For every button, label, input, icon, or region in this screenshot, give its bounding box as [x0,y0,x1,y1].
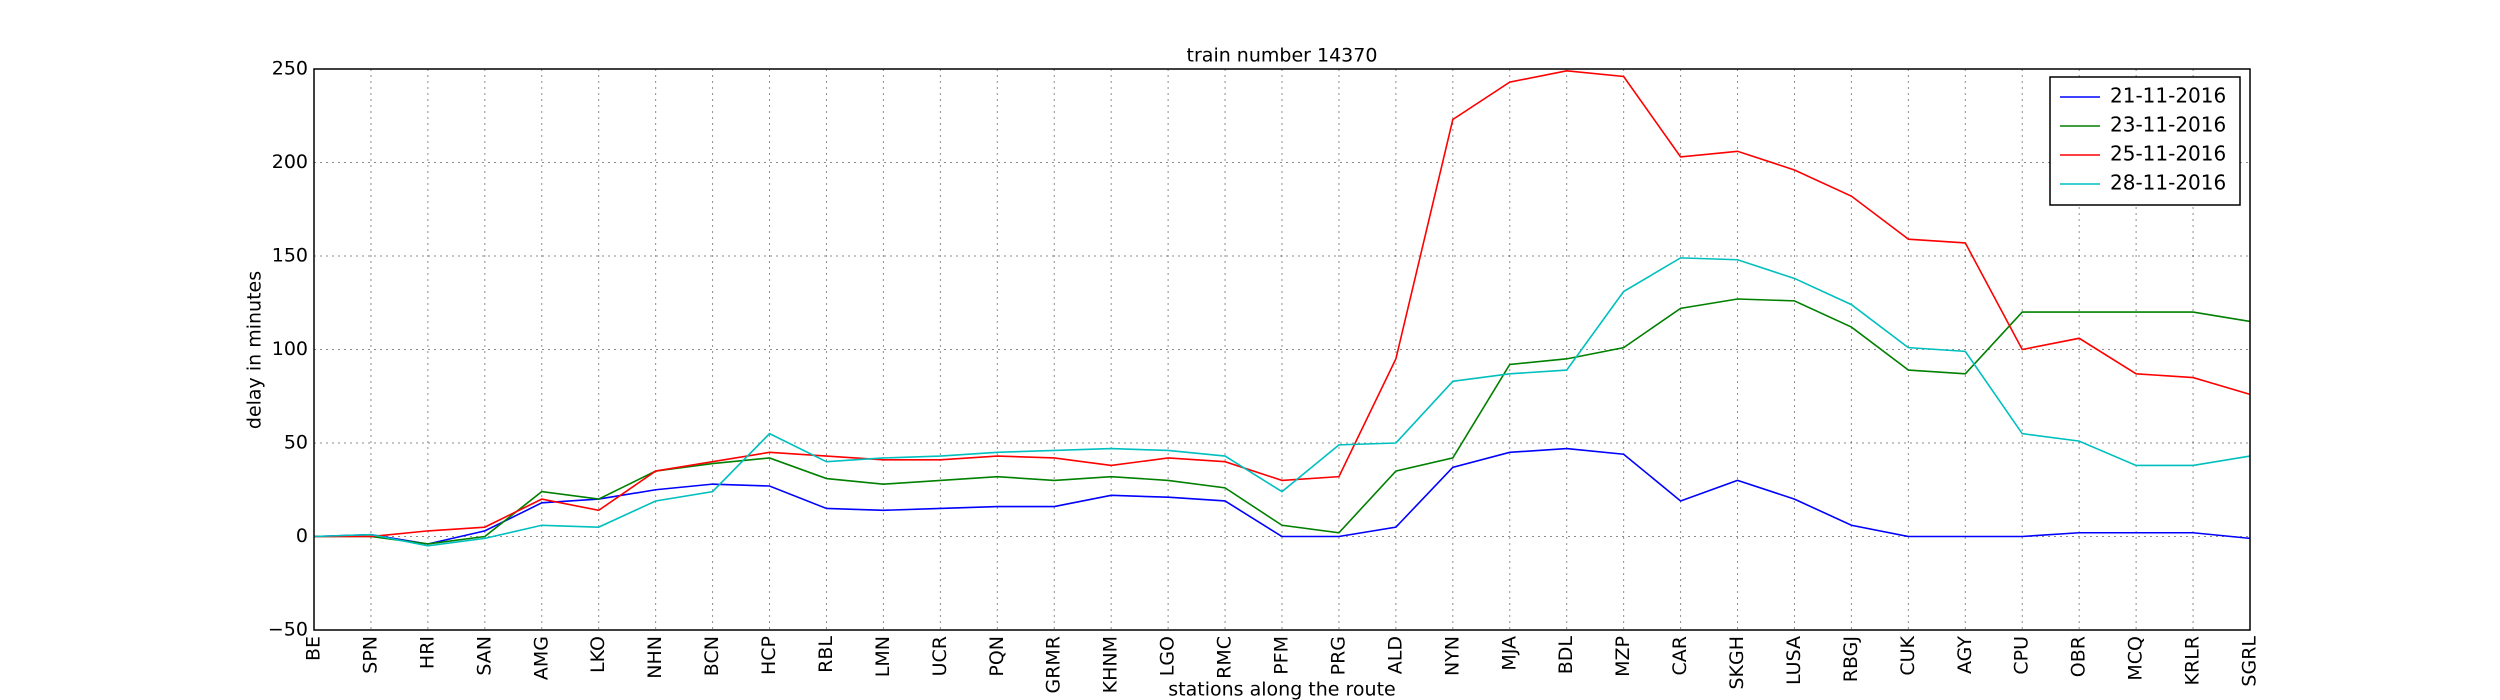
x-tick-label: LUSA [1783,636,1805,685]
series-line [313,257,2251,547]
legend-label: 23-11-2016 [2110,113,2226,137]
x-tick-label: MJA [1498,636,1520,671]
y-tick-label: 250 [272,58,308,80]
x-tick-label: RBL [815,636,837,673]
x-tick-label: SKGH [1726,636,1748,690]
x-tick-label: LGO [1157,636,1179,676]
legend-label: 28-11-2016 [2110,171,2226,195]
x-tick-label: LKO [587,636,609,673]
legend-label: 21-11-2016 [2110,84,2226,108]
x-axis-label: stations along the route [1168,679,1395,700]
y-tick-label: 100 [272,338,308,360]
x-tick-label: CAR [1669,636,1691,675]
x-tick-label: MZP [1612,636,1634,677]
plot-frame [313,68,2251,631]
x-tick-label: UCR [929,636,951,676]
x-tick-label: SGRL [2239,636,2261,687]
x-tick-label: HRI [416,636,438,669]
x-tick-label: RMC [1214,636,1236,679]
x-tick-label: PFM [1271,636,1293,675]
x-tick-label: OBR [2068,636,2090,677]
x-tick-label: HCP [758,636,780,675]
y-axis-label: delay in minutes [244,271,266,429]
x-tick-label: BE [303,636,325,661]
y-tick-label: −50 [268,619,308,641]
x-tick-label: CPU [2011,636,2033,675]
x-tick-label: SPN [359,636,381,674]
x-tick-label: CUK [1897,635,1919,675]
y-tick-label: 0 [296,525,308,547]
x-tick-label: GRMR [1043,636,1065,694]
x-tick-label: BDL [1555,636,1577,675]
x-tick-label: SAN [473,636,495,676]
series-line [314,70,2251,538]
x-tick-label: PQN [986,636,1008,677]
x-tick-label: KHNM [1100,636,1122,693]
x-tick-label: NYN [1441,636,1463,676]
x-tick-label: PRG [1327,636,1349,675]
x-tick-label: AGY [1954,636,1976,674]
x-tick-label: RBGJ [1840,636,1862,682]
x-tick-label: LMN [872,636,894,677]
x-tick-label: NHN [644,636,666,679]
y-tick-label: 150 [272,245,308,267]
y-tick-label: 200 [272,151,308,173]
legend-label: 25-11-2016 [2110,142,2226,166]
x-tick-label: AMG [530,636,552,680]
series-line [314,298,2251,545]
x-tick-label: MCQ [2125,636,2147,681]
chart-title: train number 14370 [1187,45,1378,67]
y-tick-label: 50 [284,432,308,454]
x-tick-label: ALD [1384,636,1406,674]
x-tick-label: BCN [701,636,723,676]
x-tick-label: KRLR [2182,636,2204,685]
series-line [313,447,2251,545]
